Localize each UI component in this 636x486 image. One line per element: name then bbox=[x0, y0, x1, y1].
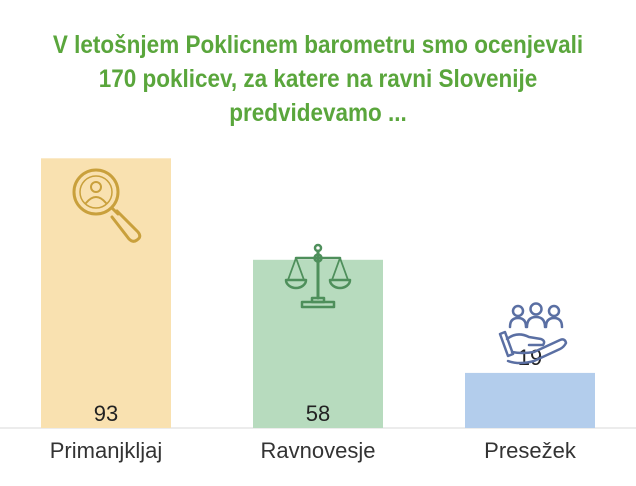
search-person-icon bbox=[72, 168, 142, 243]
bar-primanjkljaj bbox=[41, 158, 171, 429]
hand-people-icon bbox=[498, 302, 568, 365]
chart-title: V letošnjem Poklicnem barometru smo ocen… bbox=[52, 31, 584, 127]
category-label-ravnovesje: Ravnovesje bbox=[261, 438, 376, 463]
category-label-presezek: Presežek bbox=[484, 438, 577, 463]
bar-value-label: 93 bbox=[94, 401, 118, 426]
category-label-primanjkljaj: Primanjkljaj bbox=[50, 438, 162, 463]
balance-scale-icon bbox=[284, 243, 352, 309]
bar-presezek bbox=[465, 372, 595, 428]
bar-value-label: 58 bbox=[306, 401, 330, 426]
